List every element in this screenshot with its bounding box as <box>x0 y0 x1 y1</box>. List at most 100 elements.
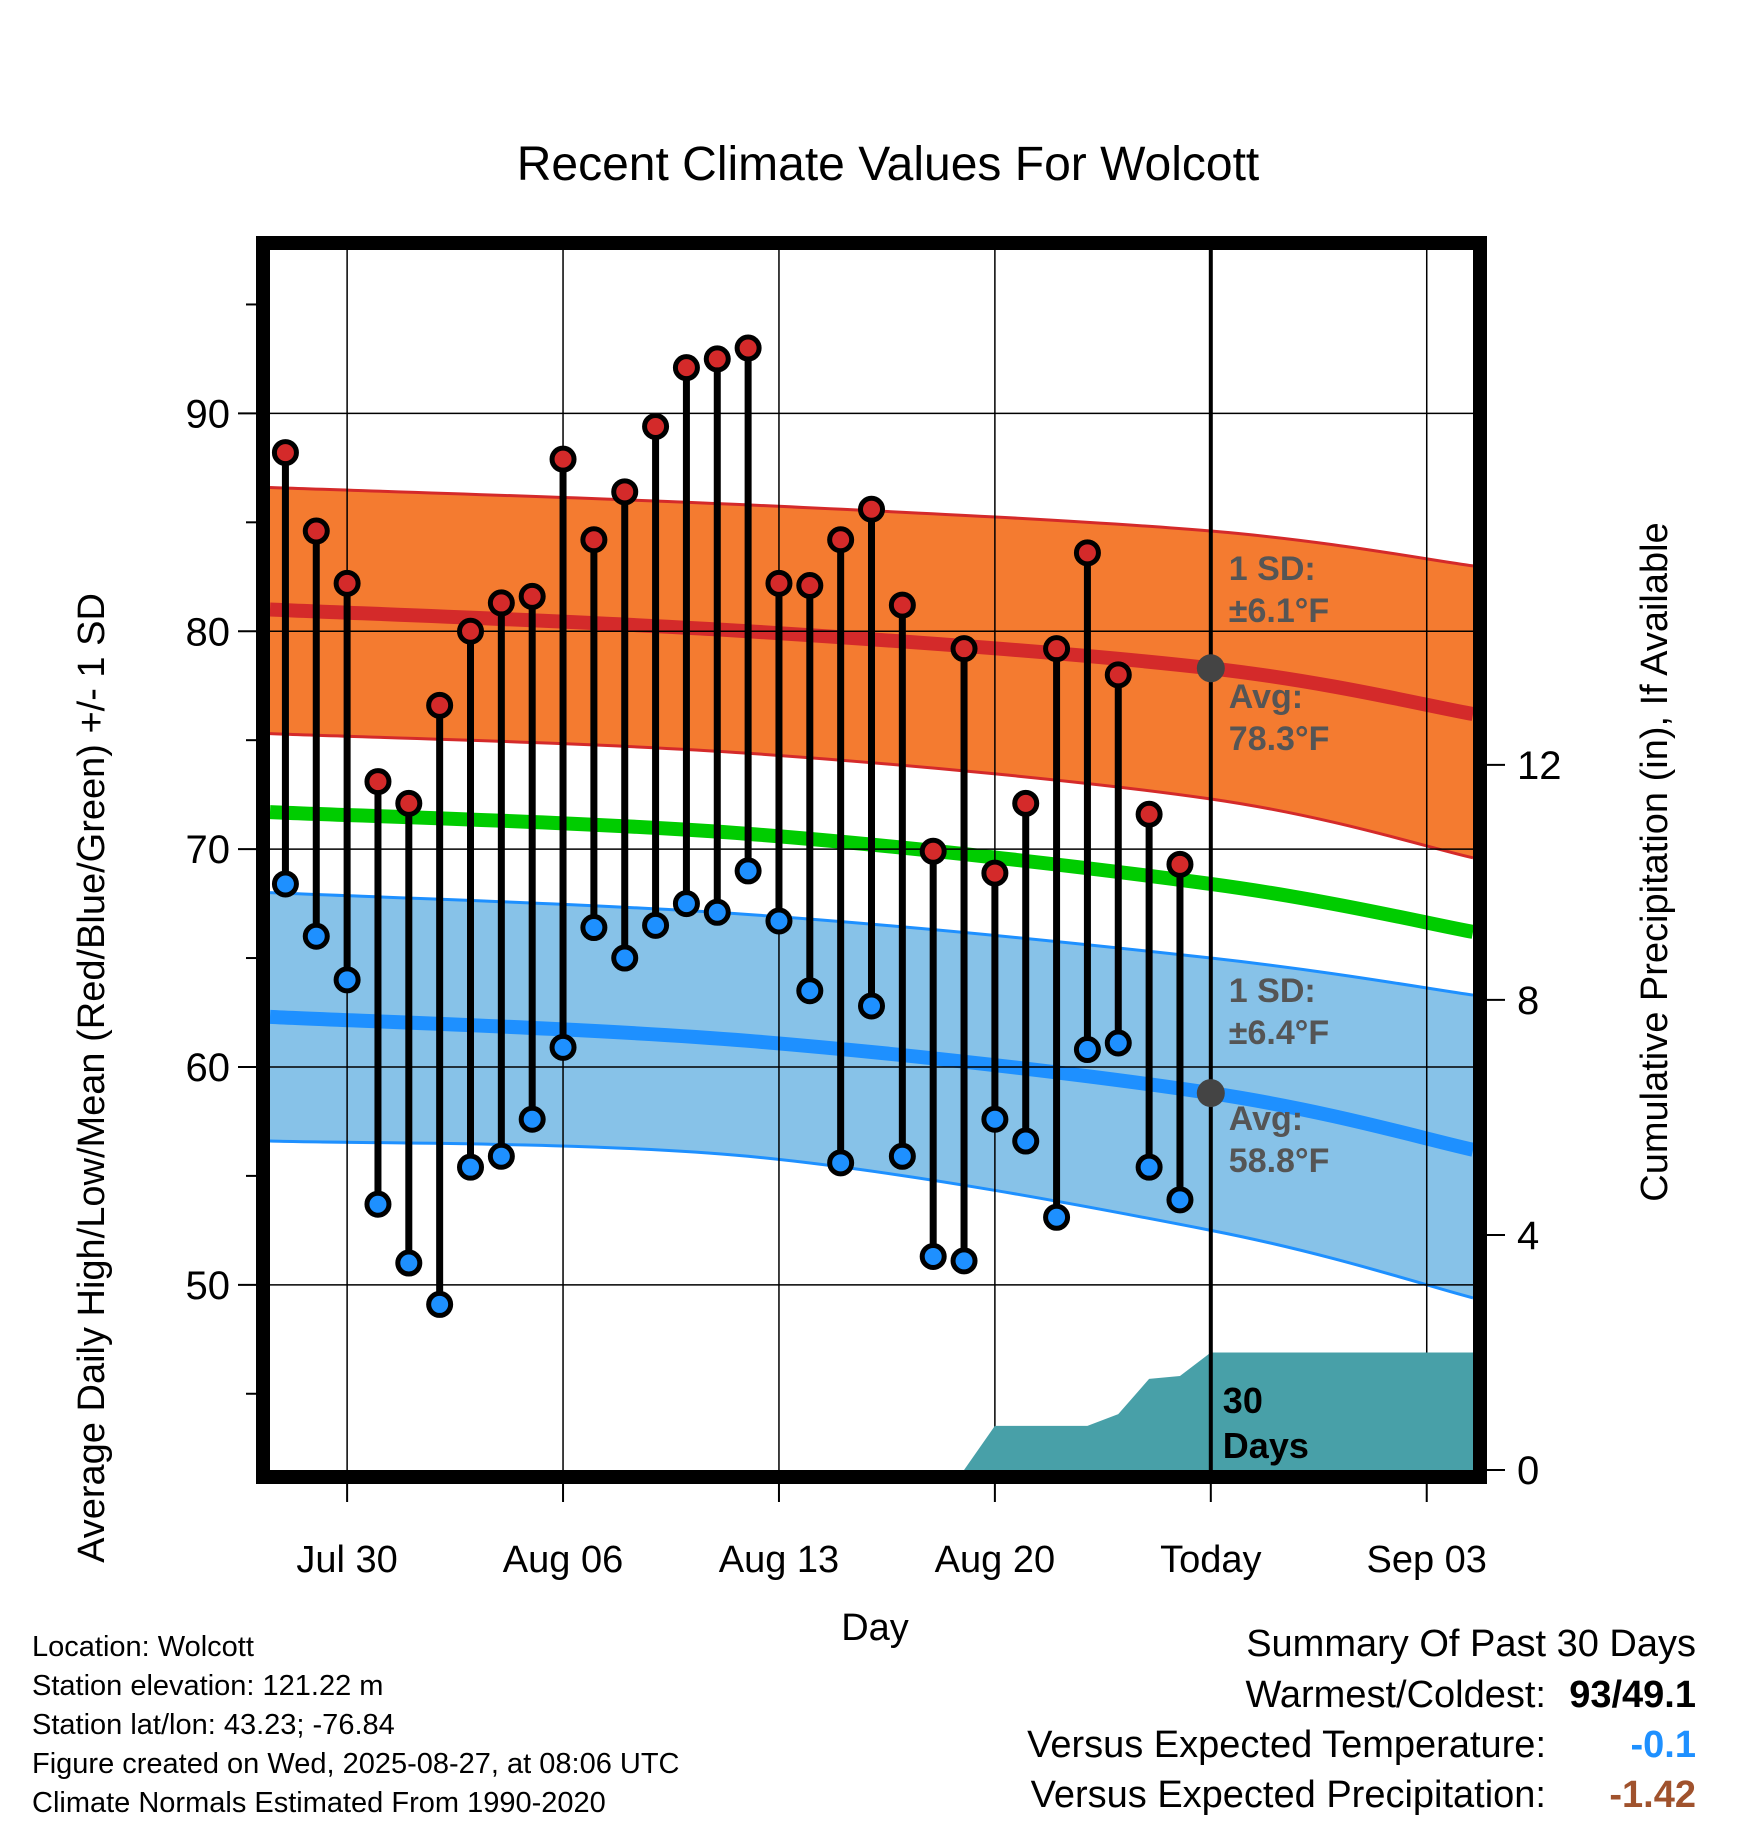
x-tick-label: Jul 30 <box>296 1539 397 1581</box>
high-sd-value: ±6.1°F <box>1229 592 1329 630</box>
low-point <box>1043 1203 1071 1231</box>
high-point <box>858 495 885 523</box>
y2-tick-label: 8 <box>1517 979 1539 1023</box>
today-low-normal-marker <box>1196 1079 1225 1108</box>
days-label: 30 <box>1223 1380 1263 1421</box>
low-point <box>919 1243 947 1270</box>
high-point <box>1073 539 1101 567</box>
high-sd-band-upper-edge <box>269 485 1474 568</box>
y-tick-label: 80 <box>186 610 231 654</box>
high-point <box>518 582 546 610</box>
y2-tick-label: 12 <box>1517 744 1562 788</box>
low-point <box>1104 1029 1132 1057</box>
y2-tick-label: 4 <box>1517 1214 1539 1258</box>
location-text: Location: Wolcott <box>32 1631 254 1663</box>
low-point <box>518 1105 546 1133</box>
low-point <box>981 1105 1009 1133</box>
x-tick-label: Aug 06 <box>503 1539 623 1581</box>
annotations: 1 SD: ±6.1°F Avg: 78.3°F 1 SD: ±6.4°F Avg: 58.8… <box>1196 550 1330 1466</box>
high-sd-label: 1 SD: <box>1229 550 1316 588</box>
low-sd-label: 1 SD: <box>1229 972 1316 1010</box>
high-point <box>1043 635 1071 663</box>
high-point <box>796 572 824 599</box>
low-point <box>1166 1186 1194 1214</box>
low-sd-value: ±6.4°F <box>1229 1014 1329 1052</box>
low-point <box>888 1142 916 1170</box>
elevation-text: Station elevation: 121.22 m <box>32 1670 384 1702</box>
high-sd-band-lower-edge <box>269 732 1474 860</box>
days-label-2: Days <box>1223 1425 1309 1466</box>
latlon-text: Station lat/lon: 43.23; -76.84 <box>32 1709 395 1741</box>
low-point <box>1135 1153 1163 1181</box>
high-point <box>1135 800 1163 828</box>
high-point <box>1104 661 1132 689</box>
precipitation-area <box>964 1352 1473 1470</box>
low-sd-band-lower-edge <box>269 1139 1474 1300</box>
high-point <box>271 439 299 467</box>
high-avg-label: Avg: <box>1229 678 1303 716</box>
low-point <box>1012 1127 1040 1155</box>
x-tick-label: Sep 03 <box>1367 1539 1487 1581</box>
precip-label: Versus Expected Precipitation: <box>1030 1774 1546 1816</box>
low-avg-label: Avg: <box>1229 1100 1303 1138</box>
temp-label: Versus Expected Temperature: <box>1027 1724 1546 1766</box>
high-point <box>395 789 423 817</box>
low-point <box>950 1247 978 1275</box>
high-point <box>1012 789 1040 817</box>
high-point <box>765 569 793 597</box>
high-avg-value: 78.3°F <box>1229 720 1330 758</box>
low-point <box>364 1190 392 1218</box>
low-point <box>796 977 824 1005</box>
high-point <box>827 526 855 554</box>
high-point <box>672 354 700 382</box>
high-point <box>364 768 392 796</box>
high-point <box>426 691 454 719</box>
axes: 50 60 70 80 90 0 4 8 12 Jul 30 Aug 06 Aug 13 Aug 20 T… <box>186 303 1562 1581</box>
normals-text: Climate Normals Estimated From 1990-2020 <box>32 1787 606 1819</box>
low-point <box>395 1249 423 1277</box>
low-avg-value: 58.8°F <box>1229 1142 1330 1180</box>
y-axis-label: Average Daily High/Low/Mean (Red/Blue/Gr… <box>71 593 113 1563</box>
low-point <box>487 1142 515 1170</box>
station-info: Location: Wolcott Station elevation: 121… <box>32 1628 680 1823</box>
low-point <box>271 870 299 898</box>
low-point <box>642 911 670 939</box>
high-point <box>888 591 916 619</box>
y-tick-label: 50 <box>186 1264 231 1308</box>
low-point <box>827 1149 855 1177</box>
high-point <box>1166 850 1194 878</box>
low-normal-line <box>269 1009 1475 1157</box>
y-tick-label: 60 <box>186 1046 231 1090</box>
precip-row: Versus Expected Precipitation: -1.42 <box>936 1770 1696 1820</box>
low-point <box>426 1290 454 1318</box>
warmest-row: Warmest/Coldest: 93/49.1 <box>936 1670 1696 1720</box>
low-point <box>858 992 885 1020</box>
high-point <box>580 526 608 554</box>
low-point <box>549 1033 577 1061</box>
low-sd-band-upper-edge <box>269 891 1474 997</box>
low-point <box>611 944 639 972</box>
warmest-value: 93/49.1 <box>1569 1674 1696 1716</box>
high-point <box>981 859 1009 887</box>
low-point <box>734 857 762 885</box>
x-tick-label: Today <box>1160 1539 1261 1581</box>
high-point <box>487 589 515 617</box>
daily-points <box>271 334 1194 1318</box>
high-point <box>302 517 330 545</box>
plot-frame <box>256 236 1487 1484</box>
summary-panel: Summary Of Past 30 Days Warmest/Coldest:… <box>936 1618 1696 1820</box>
low-point <box>765 907 793 935</box>
high-point <box>950 635 978 663</box>
low-point <box>333 966 361 994</box>
low-point <box>1073 1036 1101 1064</box>
high-point <box>457 617 484 645</box>
temp-row: Versus Expected Temperature: -0.1 <box>936 1720 1696 1770</box>
high-normal-line <box>269 602 1475 721</box>
daily-stems <box>281 348 1184 1305</box>
high-point <box>734 334 762 362</box>
low-point <box>580 914 608 942</box>
y2-tick-label: 0 <box>1517 1449 1539 1493</box>
high-point <box>549 445 577 473</box>
chart-title: Recent Climate Values For Wolcott <box>517 138 1260 191</box>
x-tick-label: Aug 13 <box>719 1539 839 1581</box>
